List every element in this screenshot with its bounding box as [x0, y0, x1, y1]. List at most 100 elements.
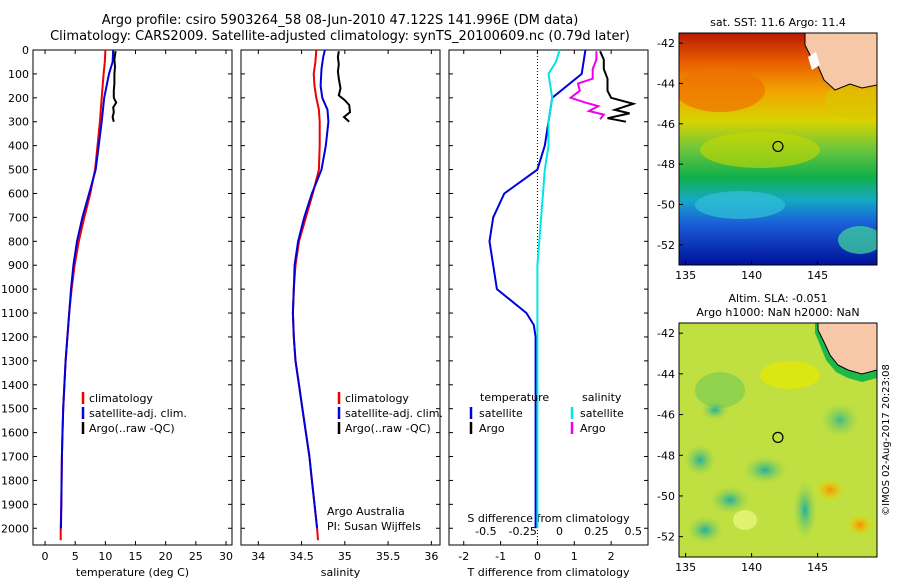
profile-panel-2: 34 34.5 35 35.5 36 salinity climatology satelli… — [240, 49, 443, 579]
map-x-tick-label: 140 — [741, 269, 762, 282]
legend-label: satellite — [479, 407, 523, 420]
x-tick-label: 1 — [571, 550, 578, 563]
x-tick-label: 10 — [98, 550, 112, 563]
map-y-tick-label: -42 — [657, 327, 675, 340]
map-y-tick-label: -50 — [657, 198, 675, 211]
x-tick-label: 35.5 — [376, 550, 401, 563]
y-tick-label: 1800 — [1, 474, 29, 487]
legend-label: satellite-adj. clim. — [345, 407, 443, 420]
x-tick-label: 34.5 — [289, 550, 314, 563]
sst-map-frame — [678, 32, 878, 266]
y-tick-label: 600 — [8, 187, 29, 200]
y-tick-label: 1500 — [1, 403, 29, 416]
profile-panel-3: -2 -1 0 1 2T difference from climatology-0.5… — [448, 49, 649, 579]
y-tick-label: 100 — [8, 68, 29, 81]
maps-group: 135 140 145 -42 -44 -46 -48 -50 -52 sat. SST: 11.… — [657, 16, 892, 574]
argo-location-marker-sla — [772, 431, 784, 443]
x-tick-label: 34 — [251, 550, 265, 563]
legend-label: satellite — [580, 407, 624, 420]
legend-label: climatology — [89, 392, 153, 405]
chart-title-line1: Argo profile: csiro 5903264_58 08-Jun-20… — [101, 13, 579, 28]
x-tick-label: -1 — [495, 550, 506, 563]
map-y-tick-label: -44 — [657, 368, 675, 381]
x-tick-label: 0 — [534, 550, 541, 563]
legend-label: Argo(..raw -QC) — [89, 422, 175, 435]
series-line-temperature-argo — [599, 50, 637, 123]
tasmania-land — [804, 33, 877, 91]
top-x-tick-label: 0.25 — [584, 525, 609, 538]
y-tick-label: 900 — [8, 259, 29, 272]
top-x-tick-label: -0.25 — [508, 525, 536, 538]
map-x-tick-label: 135 — [675, 561, 696, 574]
sst-map-title: sat. SST: 11.6 Argo: 11.4 — [710, 16, 846, 29]
legend-label: climatology — [345, 392, 409, 405]
map-y-tick-label: -48 — [657, 449, 675, 462]
top-x-tick-label: 0 — [556, 525, 563, 538]
map-y-tick-label: -42 — [657, 37, 675, 50]
map-x-tick-label: 145 — [807, 269, 828, 282]
series-line-argo-raw-qc- — [111, 51, 118, 122]
profile-panel-1: 0 5 10 15 20 25 300100200300400500600700800900… — [1, 44, 233, 579]
y-tick-label: 0 — [22, 44, 29, 57]
x-tick-label: 36 — [424, 550, 438, 563]
y-tick-label: 1100 — [1, 307, 29, 320]
tasmania-land-sla — [817, 323, 877, 375]
y-tick-label: 200 — [8, 92, 29, 105]
legend-label: satellite-adj. clim. — [89, 407, 187, 420]
x-tick-label: 20 — [159, 550, 173, 563]
y-tick-label: 1700 — [1, 451, 29, 464]
y-tick-label: 1200 — [1, 331, 29, 344]
legend-label: Argo — [580, 422, 606, 435]
y-tick-label: 1000 — [1, 283, 29, 296]
map-y-tick-label: -52 — [657, 531, 675, 544]
legend-heading-salinity: salinity — [582, 391, 622, 404]
y-tick-label: 800 — [8, 235, 29, 248]
y-tick-label: 400 — [8, 140, 29, 153]
plot-frame — [240, 49, 441, 546]
sla-map — [679, 323, 877, 557]
series-line-salinity-argo — [568, 51, 606, 120]
map-y-tick-label: -50 — [657, 490, 675, 503]
chart-title-line2: Climatology: CARS2009. Satellite-adjuste… — [50, 29, 630, 44]
x-tick-label: 2 — [608, 550, 615, 563]
sst-map — [679, 33, 877, 265]
top-x-tick-label: 0.5 — [625, 525, 643, 538]
series-line-satellite-adj-clim- — [60, 49, 115, 529]
y-tick-label: 1900 — [1, 498, 29, 511]
x-tick-label: -2 — [458, 550, 469, 563]
x-tick-label: 25 — [189, 550, 203, 563]
map-x-tick-label: 145 — [807, 561, 828, 574]
land-white-patch — [808, 52, 820, 70]
map-x-tick-label: 135 — [675, 269, 696, 282]
x-tick-label: 5 — [72, 550, 79, 563]
legend-heading-temperature: temperature — [480, 391, 549, 404]
y-tick-label: 1300 — [1, 355, 29, 368]
legend-label: Argo — [479, 422, 505, 435]
plot-frame — [32, 49, 233, 546]
y-tick-label: 2000 — [1, 522, 29, 535]
y-tick-label: 300 — [8, 116, 29, 129]
map-y-tick-label: -52 — [657, 239, 675, 252]
series-line-salinity-satellite — [536, 49, 561, 529]
x-tick-label: 30 — [219, 550, 233, 563]
sla-map-title-line2: Argo h1000: NaN h2000: NaN — [696, 306, 859, 319]
series-line-argo-raw-qc- — [336, 51, 352, 123]
x-axis-label: salinity — [321, 566, 361, 579]
map-y-tick-label: -44 — [657, 77, 675, 90]
x-tick-label: 15 — [129, 550, 143, 563]
argo-location-marker — [772, 140, 784, 153]
y-tick-label: 1400 — [1, 379, 29, 392]
map-y-tick-label: -46 — [657, 118, 675, 131]
y-tick-label: 500 — [8, 164, 29, 177]
annotation-text: Argo Australia — [327, 505, 405, 518]
map-x-tick-label: 140 — [741, 561, 762, 574]
x-axis-label: T difference from climatology — [467, 566, 630, 579]
s-diff-axis-label: S difference from climatology — [467, 512, 630, 525]
top-x-tick-label: -0.5 — [475, 525, 496, 538]
sla-map-frame — [678, 322, 878, 558]
x-axis-label: temperature (deg C) — [76, 566, 189, 579]
x-tick-label: 0 — [42, 550, 49, 563]
map-y-tick-label: -48 — [657, 158, 675, 171]
series-line-satellite-adj-clim- — [291, 49, 330, 529]
